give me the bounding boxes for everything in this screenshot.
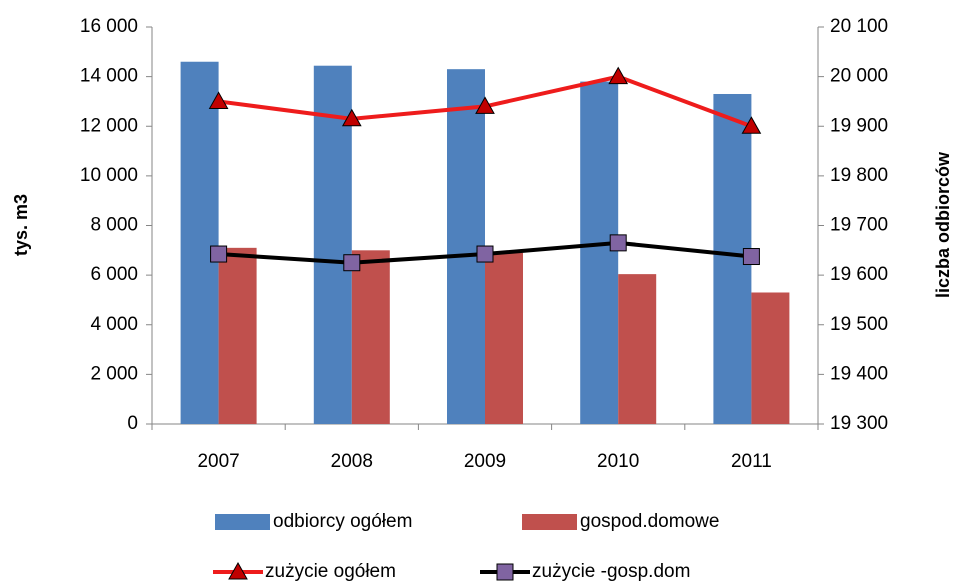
y-tick-label: 8 000 (90, 215, 138, 236)
y2-tick-label: 19 400 (830, 363, 888, 384)
bar (580, 81, 619, 425)
legend-label: zużycie -gosp.dom (532, 561, 690, 582)
legend-label: zużycie ogółem (265, 561, 396, 582)
y-tick-label: 4 000 (90, 314, 138, 335)
line-marker (609, 234, 627, 252)
bar (618, 274, 657, 424)
legend-label: odbiorcy ogółem (273, 511, 412, 532)
line-marker (742, 248, 760, 266)
bar (180, 61, 219, 425)
bar (218, 247, 257, 424)
y2-tick-label: 19 300 (830, 413, 888, 434)
y2-tick-label: 19 800 (830, 165, 888, 186)
line-marker (476, 245, 494, 263)
y-axis-title: tys. m3 (11, 194, 31, 256)
y-tick-label: 10 000 (80, 165, 138, 186)
line-marker (608, 66, 629, 85)
legend-swatch (215, 514, 270, 530)
line-marker (210, 245, 228, 263)
y2-tick-label: 19 600 (830, 264, 888, 285)
y2-axis-title: liczba odbiorców (933, 151, 953, 298)
x-tick-label: 2008 (331, 451, 373, 472)
y2-tick-label: 20 000 (830, 66, 888, 87)
y-tick-label: 2 000 (90, 363, 138, 384)
y-tick-label: 12 000 (80, 115, 138, 136)
y-tick-label: 0 (127, 413, 138, 434)
line-marker (208, 91, 229, 109)
line-marker (741, 116, 762, 134)
line-marker (475, 96, 495, 114)
line-marker (341, 108, 362, 127)
y-tick-label: 6 000 (90, 264, 138, 285)
x-tick-label: 2011 (731, 451, 772, 472)
legend-label: gospod.domowe (580, 511, 719, 532)
legend-swatch (522, 514, 577, 530)
line-marker (343, 254, 361, 272)
x-tick-label: 2010 (597, 451, 639, 472)
y-tick-label: 14 000 (80, 66, 138, 87)
x-tick-label: 2007 (197, 451, 239, 472)
bar (751, 292, 790, 424)
legend-marker (496, 563, 514, 581)
bar (485, 252, 523, 424)
bar (351, 250, 390, 424)
x-tick-label: 2009 (464, 451, 506, 472)
y2-tick-label: 20 100 (830, 16, 888, 37)
y-tick-label: 16 000 (80, 16, 138, 37)
legend-marker (228, 561, 248, 580)
y2-tick-label: 19 500 (830, 314, 888, 335)
y2-tick-label: 19 700 (830, 215, 888, 236)
y2-tick-label: 19 900 (830, 115, 888, 136)
